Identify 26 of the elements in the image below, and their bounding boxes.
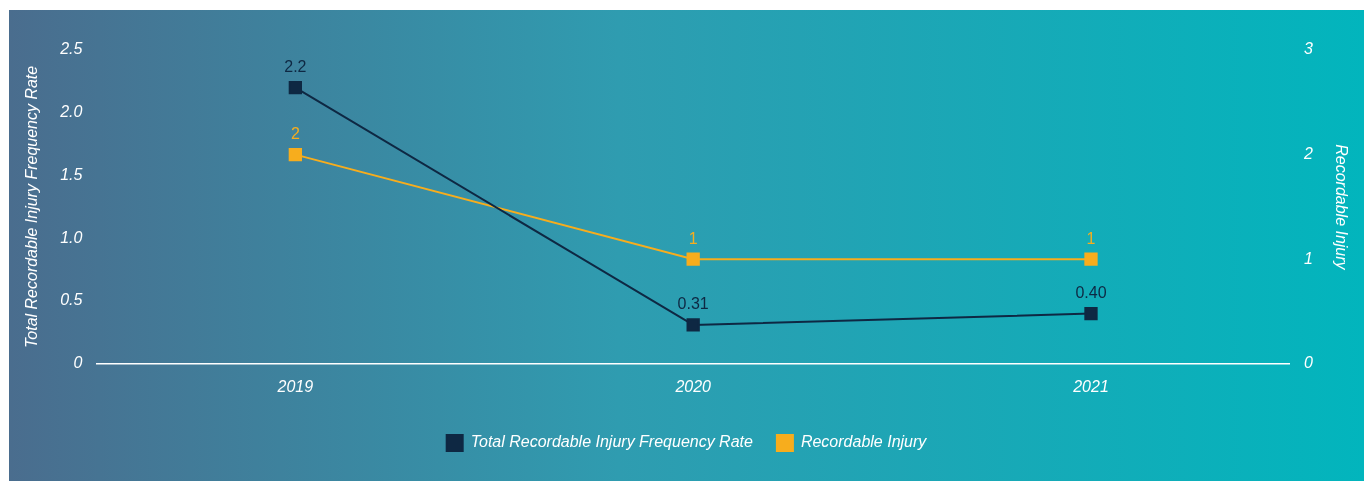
point — [288, 81, 303, 95]
y-tick-label: 2.5 — [59, 40, 83, 58]
y2-tick-label: 3 — [1303, 40, 1313, 58]
y2-tick-label: 0 — [1303, 354, 1313, 372]
data-label: 1 — [1086, 229, 1096, 247]
y2-axis-title: Recordable Injury — [1332, 144, 1350, 271]
x-tick-label: 2020 — [674, 377, 712, 395]
y-tick-label: 2.0 — [59, 103, 83, 121]
point — [1084, 306, 1098, 321]
data-label: 1 — [688, 229, 698, 247]
x-tick-label: 2021 — [1072, 377, 1109, 395]
y2-tick-label: 2 — [1302, 145, 1313, 163]
legend-label: Total Recordable Injury Frequency Rate — [470, 433, 754, 451]
legend-label: Recordable Injury — [800, 433, 928, 451]
data-label: 0.40 — [1075, 284, 1107, 301]
y-tick-label: 1.5 — [60, 165, 83, 183]
y-tick-label: 1.0 — [60, 228, 83, 246]
y-axis-title: Total Recordable Injury Frequency Rate — [23, 65, 41, 349]
data-label: 2.2 — [284, 58, 307, 76]
y-tick-label: 0.5 — [60, 291, 83, 309]
data-label: 0.31 — [677, 295, 709, 313]
data-label: 2 — [290, 125, 300, 143]
y-tick-label: 0 — [73, 354, 83, 372]
y2-tick-label: 1 — [1303, 249, 1313, 267]
x-tick-label: 2019 — [276, 377, 314, 395]
point — [686, 318, 700, 332]
